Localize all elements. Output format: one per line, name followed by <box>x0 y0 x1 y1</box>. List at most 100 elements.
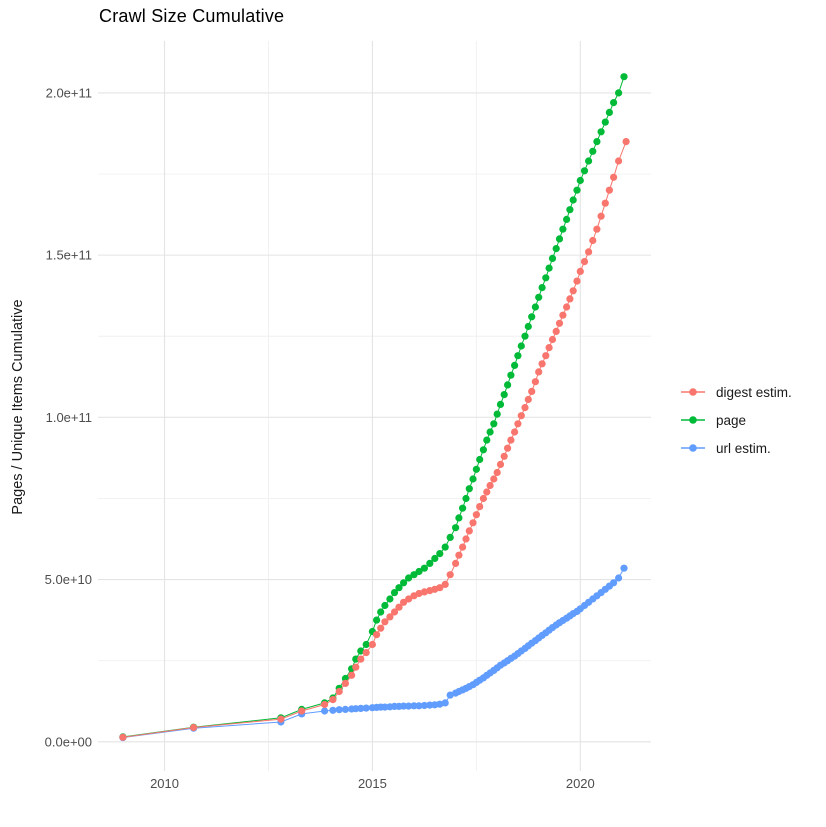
series-point-digest-estim <box>277 715 285 723</box>
series-point-digest-estim <box>605 186 614 194</box>
series-point-page <box>386 595 394 603</box>
series-point-digest-estim <box>535 368 543 376</box>
y-tick-label: 1.5e+11 <box>46 248 92 263</box>
series-point-page <box>390 589 399 597</box>
series-point-digest-estim <box>405 595 413 603</box>
series-point-page <box>605 108 614 116</box>
series-point-page <box>431 554 439 563</box>
series-point-page <box>496 400 505 408</box>
series-point-digest-estim <box>298 707 306 715</box>
series-point-digest-estim <box>362 649 370 657</box>
series-point-digest-estim <box>321 700 329 709</box>
series-point-digest-estim <box>190 723 198 732</box>
series-point-digest-estim <box>517 412 525 420</box>
series-point-page <box>545 264 553 272</box>
series-point-page <box>555 235 564 243</box>
series-point-digest-estim <box>446 571 454 579</box>
series-point-digest-estim <box>576 267 584 275</box>
series-point-digest-estim <box>510 428 519 436</box>
series-point-page <box>476 455 484 464</box>
x-tick-label: 2010 <box>150 776 179 791</box>
series-point-digest-estim <box>119 733 127 741</box>
series-point-digest-estim <box>593 225 601 233</box>
legend-item-url-estim: url estim. <box>680 434 792 462</box>
series-point-page <box>552 245 560 253</box>
series-point-url-estim <box>446 691 454 699</box>
series-point-url-estim <box>420 701 428 710</box>
series-point-page <box>528 313 536 321</box>
series-point-digest-estim <box>559 311 567 319</box>
series-point-page <box>576 176 584 185</box>
series-point-page <box>504 381 512 389</box>
series-point-digest-estim <box>507 436 515 444</box>
series-point-url-estim <box>357 704 365 713</box>
series-point-page <box>566 206 574 214</box>
series-point-digest-estim <box>459 543 467 551</box>
y-tick-label: 2.0e+11 <box>46 85 92 100</box>
series-point-page <box>373 616 381 624</box>
series-point-page <box>415 567 423 576</box>
series-point-page <box>559 225 567 233</box>
series-point-page <box>352 655 360 663</box>
series-point-digest-estim <box>329 696 337 704</box>
series-point-page <box>620 73 628 81</box>
series-point-url-estim <box>400 702 408 710</box>
series-point-digest-estim <box>538 360 546 368</box>
series-point-digest-estim <box>395 603 403 611</box>
series-point-digest-estim <box>555 319 564 327</box>
series-point-digest-estim <box>597 212 605 220</box>
series-point-url-estim <box>615 574 623 582</box>
series-point-page <box>507 371 515 379</box>
series-point-page <box>357 647 365 655</box>
y-tick-label: 1.0e+11 <box>46 410 92 425</box>
series-point-digest-estim <box>373 631 381 639</box>
series-point-digest-estim <box>622 138 630 146</box>
series-point-digest-estim <box>377 624 385 632</box>
series-point-page <box>490 420 498 428</box>
series-point-digest-estim <box>566 295 574 303</box>
series-point-digest-estim <box>341 679 349 688</box>
series-point-digest-estim <box>462 535 470 543</box>
series-point-page <box>400 579 408 587</box>
series-point-digest-estim <box>436 584 444 592</box>
series-point-digest-estim <box>524 395 532 404</box>
series-point-page <box>514 352 522 360</box>
series-point-page <box>589 147 597 155</box>
series-point-digest-estim <box>528 387 536 395</box>
series-point-page <box>455 514 463 522</box>
series-point-digest-estim <box>381 618 389 626</box>
series-point-page <box>573 186 581 194</box>
series-point-digest-estim <box>601 199 609 207</box>
legend-key-icon <box>681 416 705 424</box>
series-line-digest-estim <box>122 141 627 738</box>
series-point-digest-estim <box>493 468 501 477</box>
series-point-digest-estim <box>420 588 428 596</box>
series-point-page <box>395 584 403 592</box>
y-tick-label: 5.0e+10 <box>45 572 92 587</box>
series-point-digest-estim <box>589 236 597 245</box>
series-point-url-estim <box>436 700 444 708</box>
series-point-page <box>465 485 473 493</box>
series-point-digest-estim <box>500 452 508 460</box>
series-point-digest-estim <box>483 488 491 496</box>
series-point-page <box>462 494 470 503</box>
series-point-digest-estim <box>415 589 423 598</box>
series-point-page <box>486 428 494 436</box>
series-point-digest-estim <box>585 248 593 256</box>
series-point-page <box>593 138 601 146</box>
legend-item-digest-estim: digest estim. <box>680 378 792 406</box>
series-point-page <box>563 215 571 223</box>
series-point-url-estim <box>405 702 413 710</box>
series-point-page <box>377 608 385 616</box>
series-point-digest-estim <box>542 352 550 360</box>
series-point-url-estim <box>335 706 343 714</box>
series-point-page <box>517 342 525 350</box>
series-point-page <box>524 322 532 331</box>
series-point-page <box>610 99 618 107</box>
series-point-page <box>472 465 480 473</box>
series-point-digest-estim <box>496 460 505 468</box>
series-point-digest-estim <box>469 519 477 527</box>
series-point-digest-estim <box>441 580 449 589</box>
series-point-digest-estim <box>486 481 494 490</box>
